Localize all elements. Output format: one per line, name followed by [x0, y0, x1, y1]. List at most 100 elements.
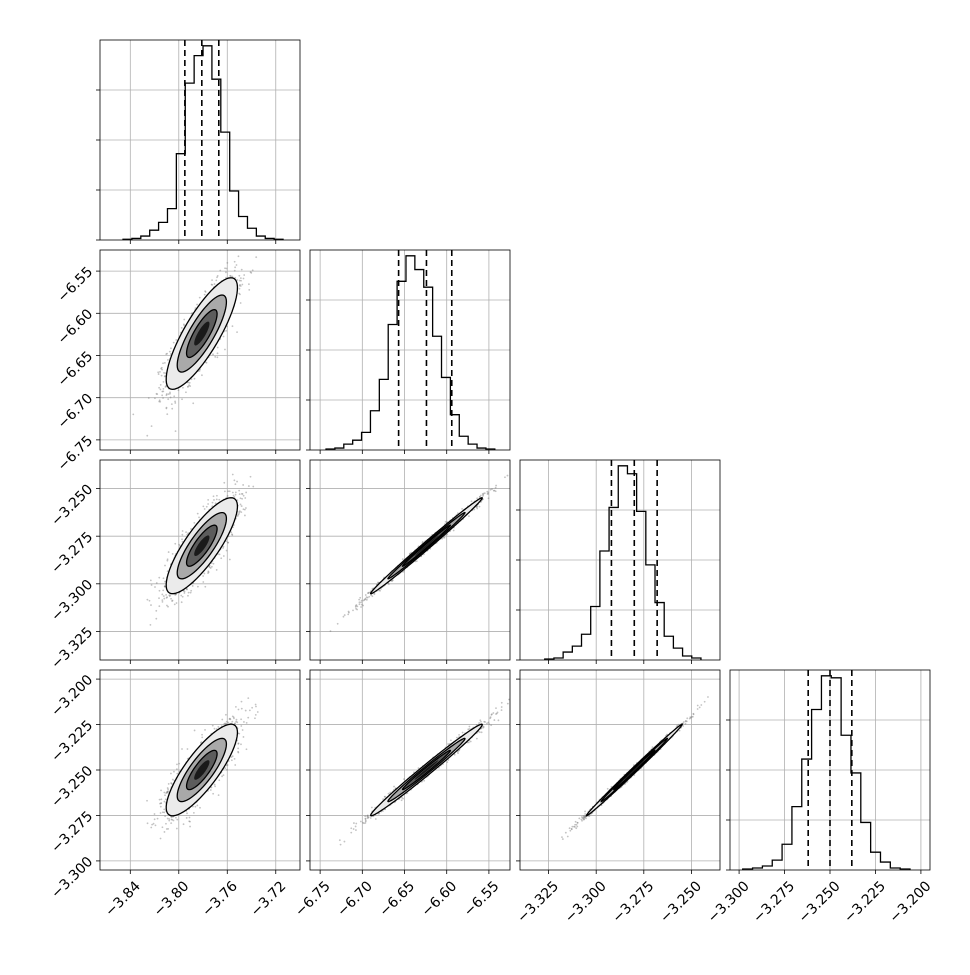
sample-point: [160, 812, 162, 814]
sample-point: [201, 734, 203, 736]
panel-content: [339, 699, 513, 846]
sample-point: [238, 709, 240, 711]
sample-point: [176, 828, 178, 830]
sample-point: [214, 283, 216, 285]
sample-point: [255, 706, 257, 708]
scatter-panel-3-0: −3.84−3.80−3.76−3.72−3.300−3.275−3.250−3…: [48, 670, 300, 920]
y-tick-label: −6.70: [55, 391, 97, 433]
sample-point: [166, 413, 168, 415]
sample-point: [226, 550, 228, 552]
y-tick-label: −3.300: [48, 577, 96, 625]
sample-point: [167, 359, 169, 361]
sample-point: [250, 271, 252, 273]
sample-point: [147, 822, 149, 824]
sample-point: [239, 284, 241, 286]
sample-point: [252, 247, 254, 249]
sample-point: [216, 495, 218, 497]
histogram-steps: [123, 46, 283, 240]
sample-point: [236, 331, 238, 333]
sample-point: [162, 397, 164, 399]
sample-point: [229, 559, 231, 561]
sample-point: [163, 388, 165, 390]
sample-point: [178, 389, 180, 391]
sample-point: [358, 599, 360, 601]
sample-point: [214, 728, 216, 730]
sample-point: [199, 297, 201, 299]
sample-point: [371, 807, 373, 809]
sample-point: [176, 602, 178, 604]
sample-point: [347, 613, 349, 615]
sample-point: [183, 324, 185, 326]
sample-point: [214, 784, 216, 786]
y-tick-label: −6.55: [55, 264, 97, 306]
sample-point: [146, 435, 148, 437]
sample-point: [187, 386, 189, 388]
sample-point: [248, 283, 250, 285]
sample-point: [181, 538, 183, 540]
sample-point: [240, 277, 242, 279]
sample-point: [218, 499, 220, 501]
sample-point: [181, 398, 183, 400]
x-tick-label: −3.72: [248, 878, 290, 920]
sample-point: [158, 387, 160, 389]
sample-point: [202, 575, 204, 577]
sample-point: [164, 794, 166, 796]
sample-point: [151, 425, 153, 427]
sample-point: [373, 593, 375, 595]
sample-point: [193, 522, 195, 524]
sample-point: [156, 393, 158, 395]
sample-point: [212, 502, 214, 504]
sample-point: [192, 402, 194, 404]
sample-point: [178, 763, 180, 765]
scatter-panel-2-0: −3.325−3.300−3.275−3.250: [48, 448, 300, 672]
sample-point: [203, 573, 205, 575]
sample-point: [491, 488, 493, 490]
sample-point: [158, 577, 160, 579]
sample-point: [154, 813, 156, 815]
sample-point: [166, 596, 168, 598]
y-tick-label: −6.75: [55, 433, 97, 475]
sample-point: [163, 809, 165, 811]
sample-point: [183, 823, 185, 825]
sample-point: [237, 748, 239, 750]
sample-point: [366, 599, 368, 601]
sample-point: [163, 372, 165, 374]
sample-point: [254, 717, 256, 719]
y-tick-label: −3.200: [48, 672, 96, 720]
sample-point: [182, 596, 184, 598]
sample-point: [160, 384, 162, 386]
sample-point: [225, 271, 227, 273]
y-tick-label: −6.65: [55, 348, 97, 390]
sample-point: [175, 339, 177, 341]
sample-point: [393, 786, 395, 788]
sample-point: [161, 369, 163, 371]
sample-point: [371, 595, 373, 597]
sample-point: [469, 726, 471, 728]
sample-point: [217, 347, 219, 349]
sample-point: [189, 382, 191, 384]
sample-point: [212, 353, 214, 355]
sample-point: [169, 393, 171, 395]
sample-point: [247, 697, 249, 699]
sample-point: [204, 290, 206, 292]
sample-point: [176, 773, 178, 775]
sample-point: [224, 767, 226, 769]
sample-point: [168, 783, 170, 785]
sample-point: [242, 493, 244, 495]
sample-point: [237, 751, 239, 753]
sample-point: [165, 408, 167, 410]
sample-point: [170, 347, 172, 349]
sample-point: [196, 805, 198, 807]
sample-point: [170, 822, 172, 824]
sample-point: [495, 487, 497, 489]
sample-point: [159, 371, 161, 373]
sample-point: [241, 284, 243, 286]
sample-point: [402, 558, 404, 560]
sample-point: [484, 492, 486, 494]
sample-point: [504, 476, 506, 478]
sample-point: [170, 773, 172, 775]
sample-point: [196, 304, 198, 306]
sample-point: [167, 398, 169, 400]
sample-point: [246, 722, 248, 724]
sample-point: [162, 589, 164, 591]
